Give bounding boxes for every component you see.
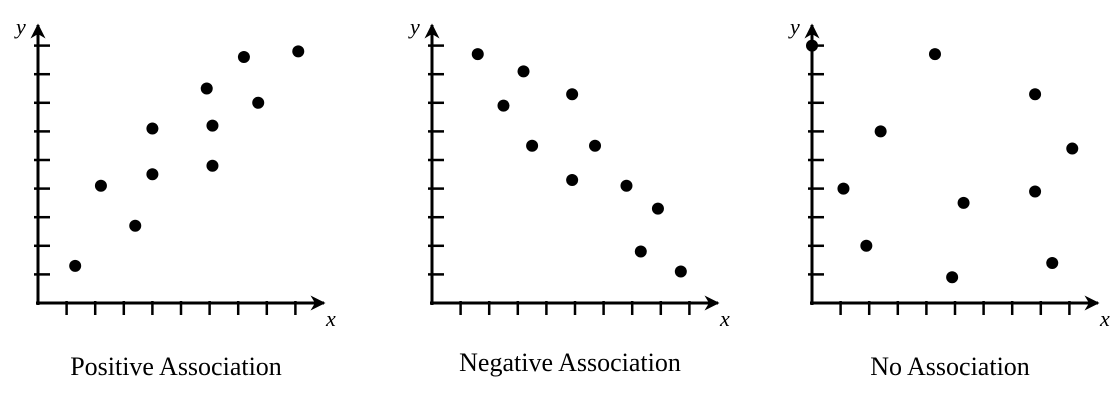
chart-title: Negative Association <box>459 348 681 377</box>
point <box>589 139 602 152</box>
point <box>497 99 510 112</box>
point <box>957 196 970 209</box>
point <box>874 125 887 138</box>
point <box>200 82 213 95</box>
point <box>471 48 484 61</box>
point <box>1029 88 1042 101</box>
y-axis-label: y <box>788 14 800 39</box>
point <box>517 65 530 78</box>
point <box>1046 256 1059 269</box>
point <box>206 119 219 132</box>
point <box>928 48 941 61</box>
point <box>146 168 159 181</box>
point <box>526 139 539 152</box>
point <box>566 88 579 101</box>
point <box>94 179 107 192</box>
x-axis-label: x <box>1099 306 1110 331</box>
point <box>651 202 664 215</box>
point <box>206 159 219 172</box>
point <box>620 179 633 192</box>
point <box>837 182 850 195</box>
point <box>129 219 142 232</box>
point <box>566 174 579 187</box>
point <box>1029 185 1042 198</box>
point <box>634 245 647 258</box>
point <box>292 45 305 58</box>
point <box>674 265 687 278</box>
point <box>806 39 818 52</box>
y-axis-label: y <box>408 14 420 39</box>
y-axis-label: y <box>14 14 26 39</box>
point <box>237 51 250 64</box>
point <box>1066 142 1079 155</box>
point <box>860 239 873 252</box>
point <box>946 271 959 284</box>
point <box>252 96 265 109</box>
point <box>146 122 159 135</box>
x-axis-label: x <box>325 306 336 331</box>
point <box>69 259 82 272</box>
chart-title: Positive Association <box>70 352 282 381</box>
chart-title: No Association <box>870 352 1030 381</box>
x-axis-label: x <box>719 306 730 331</box>
